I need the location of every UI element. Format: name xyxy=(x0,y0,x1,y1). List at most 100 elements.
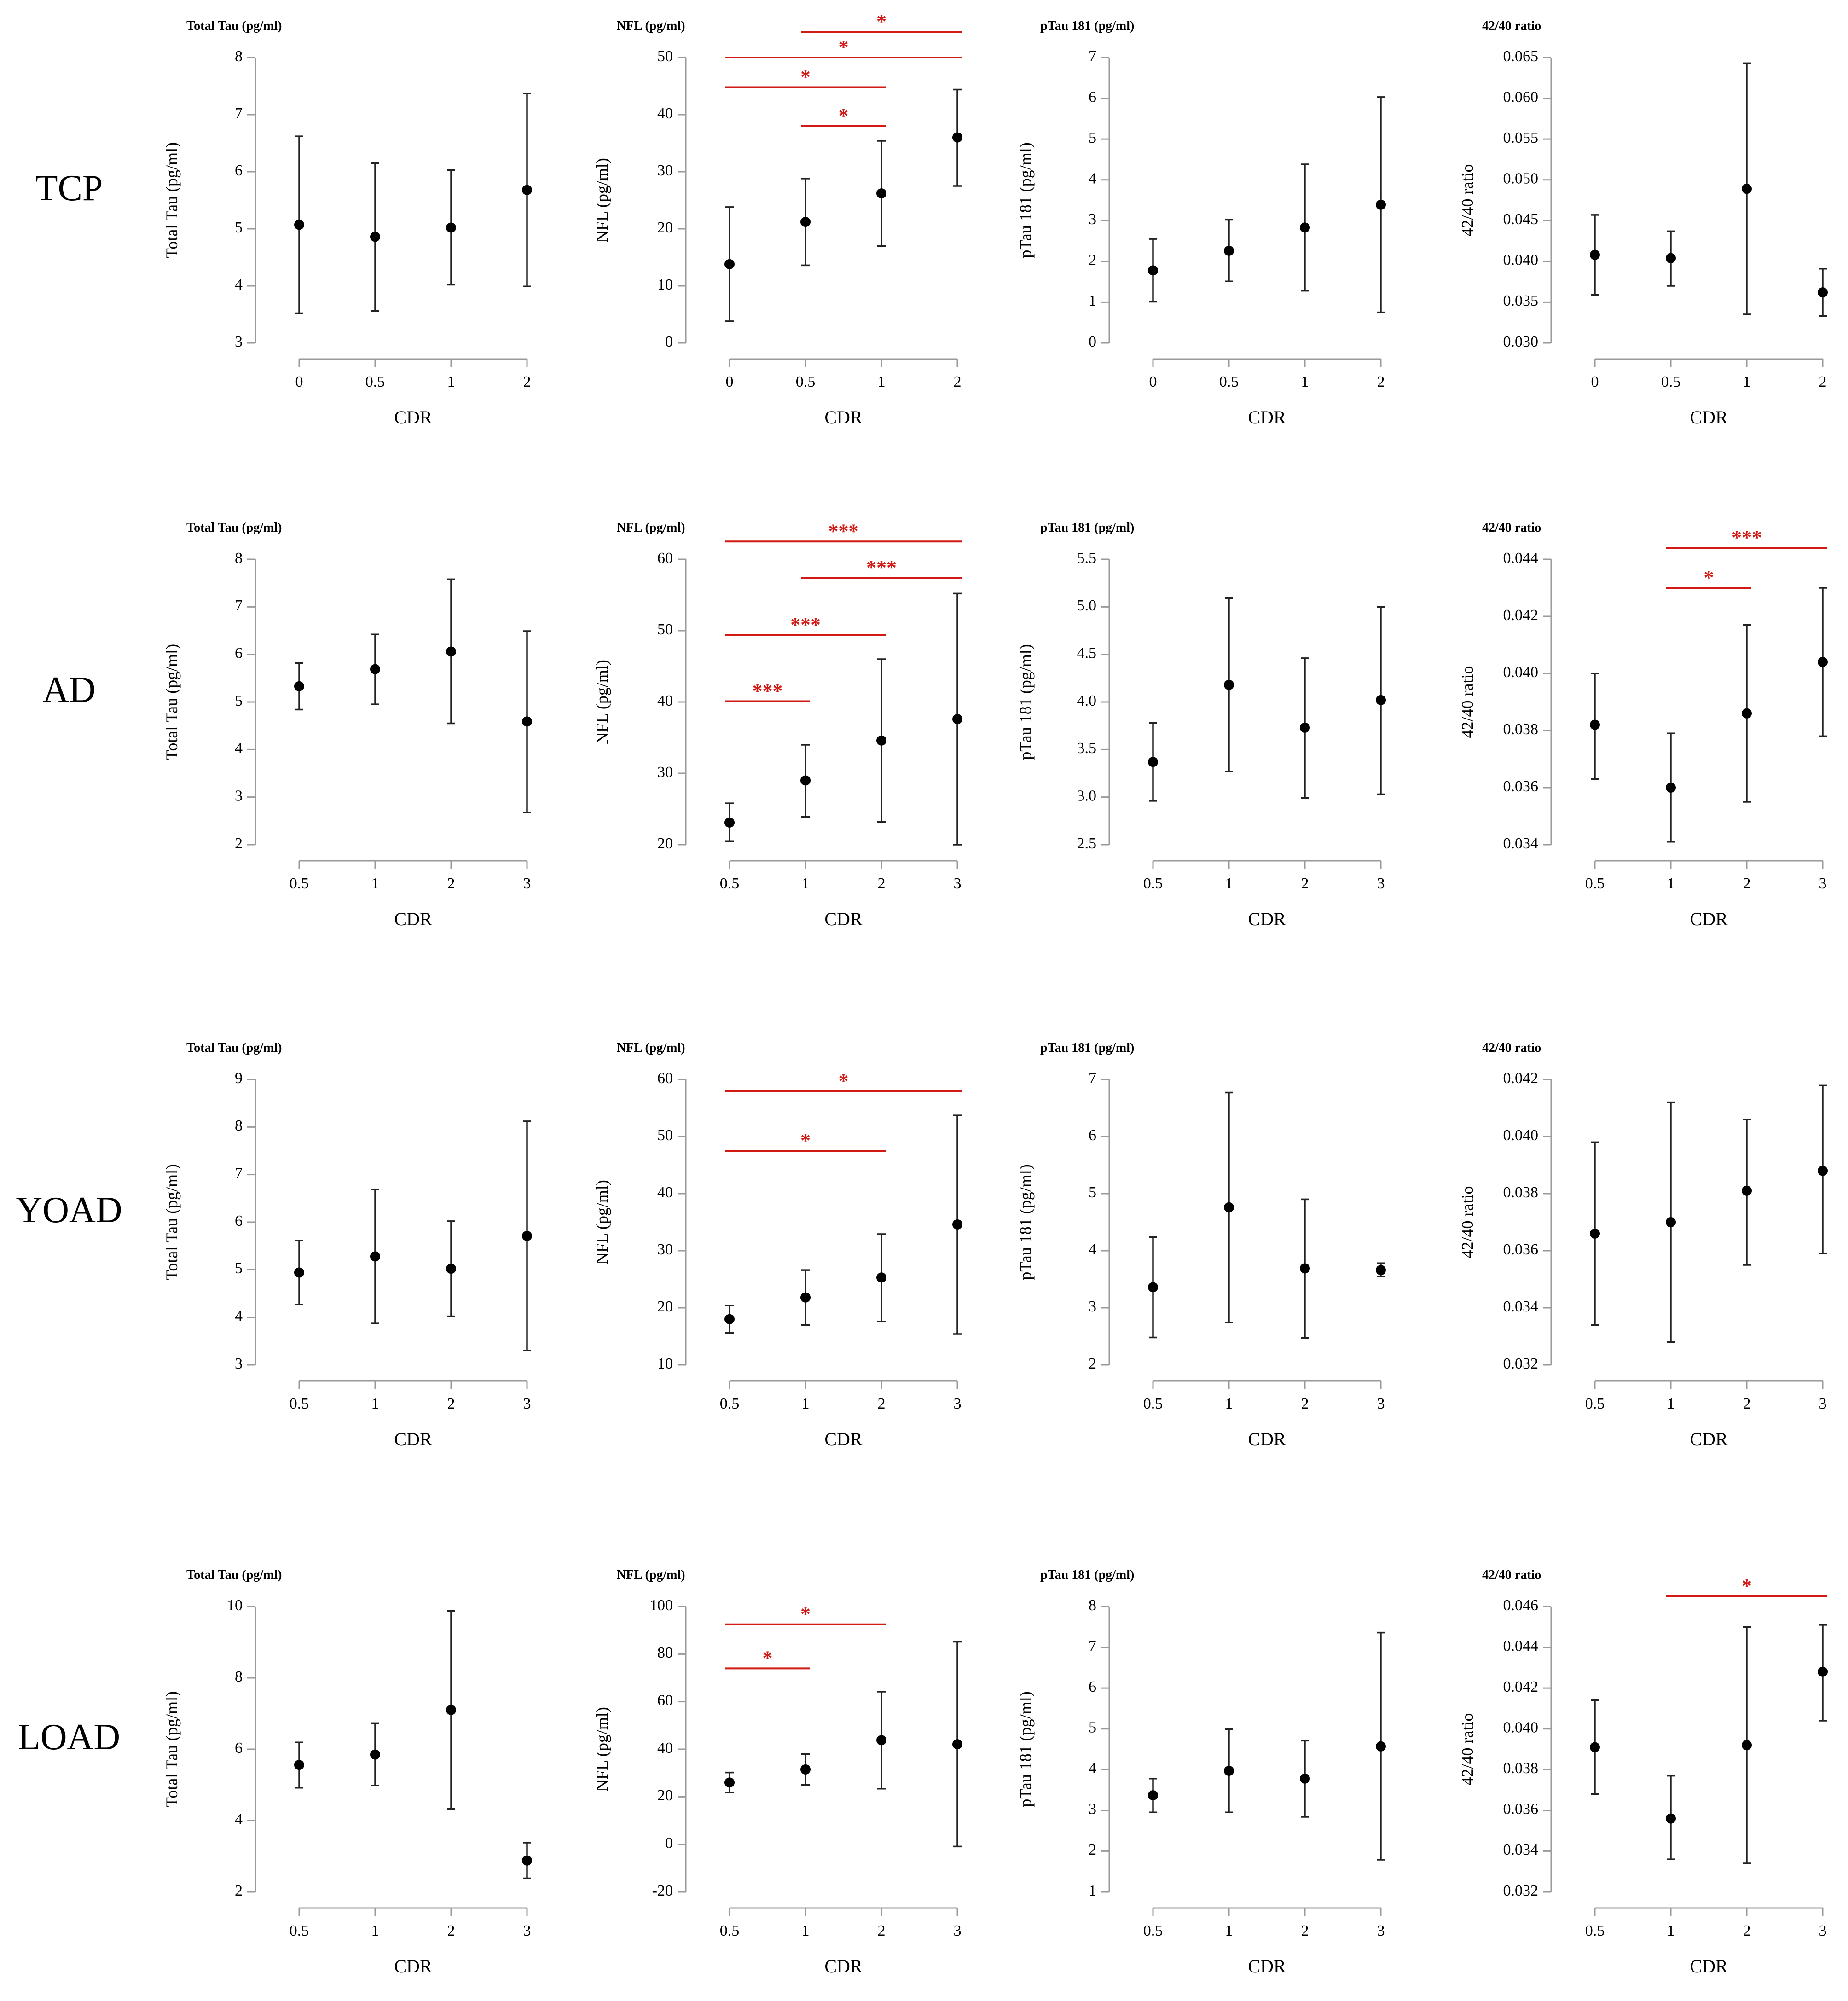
mean-point xyxy=(1590,1742,1600,1752)
y-axis-label: Total Tau (pg/ml) xyxy=(162,1691,181,1807)
y-tick-label: 0.044 xyxy=(1503,1637,1539,1654)
y-axis-label: NFL (pg/ml) xyxy=(593,1707,611,1792)
y-tick-label: 30 xyxy=(657,162,673,179)
y-tick-label: 3 xyxy=(235,1355,243,1372)
x-axis-label: CDR xyxy=(824,909,863,929)
mean-point xyxy=(876,735,886,746)
mean-point xyxy=(1148,1282,1158,1293)
x-tick-label: 1 xyxy=(371,1395,379,1412)
x-tick-label: 1 xyxy=(878,373,886,390)
y-tick-label: 0.032 xyxy=(1503,1882,1539,1899)
x-axis-label: CDR xyxy=(394,407,432,428)
mean-point xyxy=(294,220,304,230)
y-tick-label: 4 xyxy=(1089,1241,1096,1258)
x-tick-label: 3 xyxy=(1377,1395,1385,1412)
y-tick-label: 7 xyxy=(235,1165,243,1182)
mean-point xyxy=(522,185,532,195)
x-axis-label: CDR xyxy=(394,1956,432,1977)
y-tick-label: 9 xyxy=(235,1070,243,1087)
mean-point xyxy=(1818,1166,1828,1176)
x-tick-label: 0.5 xyxy=(1585,1395,1605,1412)
x-tick-label: 3 xyxy=(523,1922,531,1939)
x-tick-label: 0 xyxy=(1591,373,1599,390)
x-tick-label: 2 xyxy=(1743,875,1751,892)
y-tick-label: 0.055 xyxy=(1503,129,1539,146)
y-axis-label: 42/40 ratio xyxy=(1458,666,1477,738)
y-tick-label: 0.060 xyxy=(1503,88,1539,105)
y-tick-label: 4 xyxy=(235,1811,243,1828)
mean-point xyxy=(1666,1217,1676,1227)
y-tick-label: 0.038 xyxy=(1503,1760,1539,1777)
mean-point xyxy=(1818,287,1828,298)
mean-point xyxy=(952,1739,962,1750)
x-tick-label: 1 xyxy=(371,1922,379,1939)
mean-point xyxy=(1742,1185,1752,1196)
y-axis-label: 42/40 ratio xyxy=(1458,1713,1477,1786)
x-tick-label: 2 xyxy=(1743,1922,1751,1939)
y-tick-label: 1 xyxy=(1089,1882,1096,1899)
y-tick-label: 6 xyxy=(235,1212,243,1230)
x-tick-label: 0.5 xyxy=(290,1395,309,1412)
x-tick-label: 3 xyxy=(954,1395,962,1412)
x-tick-label: 2 xyxy=(878,1922,886,1939)
mean-point xyxy=(446,646,456,657)
mean-point xyxy=(1742,708,1752,719)
x-tick-label: 2 xyxy=(1301,1395,1309,1412)
y-tick-label: 2 xyxy=(1089,252,1096,269)
y-tick-label: 6 xyxy=(1089,88,1096,105)
mean-point xyxy=(1818,657,1828,667)
x-axis-label: CDR xyxy=(1248,407,1286,428)
significance-label: *** xyxy=(1732,526,1762,549)
mean-point xyxy=(370,1749,380,1760)
x-tick-label: 0.5 xyxy=(1661,373,1681,390)
y-tick-label: 0.040 xyxy=(1503,1719,1539,1736)
x-tick-label: 0.5 xyxy=(290,875,309,892)
y-tick-label: 0.040 xyxy=(1503,664,1539,681)
mean-point xyxy=(800,1764,811,1775)
x-tick-label: 2 xyxy=(878,1395,886,1412)
x-axis-label: CDR xyxy=(394,909,432,929)
panel-title: pTau 181 (pg/ml) xyxy=(1040,1568,1134,1582)
y-tick-label: 0.065 xyxy=(1503,48,1539,65)
mean-point xyxy=(1148,1790,1158,1801)
row-label-load: LOAD xyxy=(18,1717,120,1757)
y-tick-label: 0.034 xyxy=(1503,1298,1539,1315)
y-axis-label: 42/40 ratio xyxy=(1458,164,1477,237)
y-axis-label: pTau 181 (pg/ml) xyxy=(1016,644,1035,760)
y-tick-label: 50 xyxy=(657,48,673,65)
x-tick-label: 1 xyxy=(802,1395,810,1412)
y-tick-label: 2.5 xyxy=(1077,835,1097,852)
y-tick-label: 20 xyxy=(657,1787,673,1804)
panel-title: Total Tau (pg/ml) xyxy=(186,1041,282,1055)
y-tick-label: 2 xyxy=(235,1882,243,1899)
mean-point xyxy=(1224,1765,1234,1776)
x-tick-label: 3 xyxy=(523,1395,531,1412)
x-tick-label: 0.5 xyxy=(720,875,740,892)
mean-point xyxy=(294,1760,304,1770)
mean-point xyxy=(724,817,735,828)
mean-point xyxy=(724,1777,735,1788)
y-tick-label: 4.0 xyxy=(1077,692,1097,709)
x-tick-label: 1 xyxy=(1743,373,1751,390)
mean-point xyxy=(1742,1740,1752,1751)
significance-label: * xyxy=(839,1070,849,1092)
mean-point xyxy=(800,1292,811,1303)
y-tick-label: 3.0 xyxy=(1077,787,1097,804)
mean-point xyxy=(370,1251,380,1262)
x-tick-label: 2 xyxy=(1377,373,1385,390)
mean-point xyxy=(1590,719,1600,730)
y-tick-label: 8 xyxy=(235,1668,243,1685)
mean-point xyxy=(1300,722,1310,733)
y-tick-label: 30 xyxy=(657,1241,673,1258)
y-tick-label: 3 xyxy=(1089,211,1096,228)
mean-point xyxy=(1148,757,1158,767)
x-tick-label: 0.5 xyxy=(796,373,816,390)
x-tick-label: 3 xyxy=(1819,875,1827,892)
y-tick-label: 0.050 xyxy=(1503,170,1539,187)
x-axis-label: CDR xyxy=(824,407,863,428)
x-axis-label: CDR xyxy=(1690,1429,1728,1450)
y-tick-label: 1 xyxy=(1089,292,1096,309)
y-tick-label: 6 xyxy=(235,644,243,661)
mean-point xyxy=(1376,695,1386,705)
